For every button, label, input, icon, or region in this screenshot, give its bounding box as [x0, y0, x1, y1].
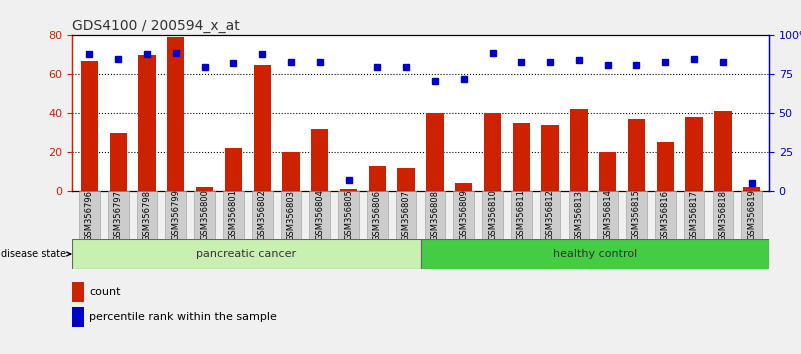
Text: GSM356815: GSM356815 [632, 190, 641, 240]
FancyBboxPatch shape [598, 191, 618, 239]
Bar [513, 123, 530, 191]
Text: GSM356804: GSM356804 [316, 190, 324, 240]
Text: GSM356816: GSM356816 [661, 189, 670, 241]
FancyBboxPatch shape [626, 191, 647, 239]
Bar [340, 189, 357, 191]
Text: GSM356808: GSM356808 [430, 189, 440, 241]
Bar [253, 64, 271, 191]
Text: count: count [89, 287, 120, 297]
FancyBboxPatch shape [713, 191, 733, 239]
Bar [484, 113, 501, 191]
Bar [196, 187, 213, 191]
Text: GSM356803: GSM356803 [287, 189, 296, 241]
FancyBboxPatch shape [396, 191, 417, 239]
Text: GSM356802: GSM356802 [258, 190, 267, 240]
FancyBboxPatch shape [453, 191, 474, 239]
Text: GSM356813: GSM356813 [574, 189, 583, 241]
FancyBboxPatch shape [655, 191, 676, 239]
Text: disease state: disease state [2, 249, 70, 259]
FancyBboxPatch shape [482, 191, 503, 239]
Text: GSM356797: GSM356797 [114, 189, 123, 241]
FancyBboxPatch shape [137, 191, 157, 239]
Bar [628, 119, 645, 191]
Text: GDS4100 / 200594_x_at: GDS4100 / 200594_x_at [72, 19, 239, 33]
Text: GSM356819: GSM356819 [747, 190, 756, 240]
Text: GSM356805: GSM356805 [344, 190, 353, 240]
Text: GSM356812: GSM356812 [545, 190, 554, 240]
Bar [397, 168, 415, 191]
Text: GSM356811: GSM356811 [517, 190, 525, 240]
FancyBboxPatch shape [684, 191, 704, 239]
FancyBboxPatch shape [223, 191, 244, 239]
Text: GSM356806: GSM356806 [372, 189, 382, 241]
Bar [311, 129, 328, 191]
FancyBboxPatch shape [511, 191, 532, 239]
Bar [657, 142, 674, 191]
Bar [139, 55, 155, 191]
Bar [167, 37, 184, 191]
Text: GSM356801: GSM356801 [229, 190, 238, 240]
Bar [599, 152, 616, 191]
Bar [72, 307, 84, 327]
FancyBboxPatch shape [540, 191, 561, 239]
Bar [570, 109, 588, 191]
Bar [225, 148, 242, 191]
FancyBboxPatch shape [280, 191, 301, 239]
FancyBboxPatch shape [367, 191, 388, 239]
Bar [72, 239, 421, 269]
FancyBboxPatch shape [569, 191, 590, 239]
Bar [72, 282, 84, 302]
FancyBboxPatch shape [108, 191, 128, 239]
Bar [426, 113, 444, 191]
FancyBboxPatch shape [338, 191, 359, 239]
FancyBboxPatch shape [79, 191, 100, 239]
FancyBboxPatch shape [425, 191, 445, 239]
Text: healthy control: healthy control [553, 249, 637, 259]
FancyBboxPatch shape [194, 191, 215, 239]
FancyBboxPatch shape [309, 191, 330, 239]
Bar [714, 111, 731, 191]
FancyBboxPatch shape [165, 191, 186, 239]
Text: GSM356799: GSM356799 [171, 190, 180, 240]
Bar [743, 187, 760, 191]
Bar [455, 183, 473, 191]
FancyBboxPatch shape [741, 191, 762, 239]
Bar [110, 133, 127, 191]
Text: GSM356814: GSM356814 [603, 190, 612, 240]
Bar [686, 117, 702, 191]
Text: pancreatic cancer: pancreatic cancer [196, 249, 296, 259]
FancyBboxPatch shape [252, 191, 272, 239]
Text: percentile rank within the sample: percentile rank within the sample [89, 312, 277, 322]
Text: GSM356817: GSM356817 [690, 189, 698, 241]
Text: GSM356800: GSM356800 [200, 190, 209, 240]
Bar [81, 61, 98, 191]
Text: GSM356810: GSM356810 [488, 190, 497, 240]
Text: GSM356796: GSM356796 [85, 189, 94, 241]
Bar [282, 152, 300, 191]
Bar [421, 239, 769, 269]
Text: GSM356809: GSM356809 [459, 190, 469, 240]
Text: GSM356798: GSM356798 [143, 189, 151, 241]
Text: GSM356807: GSM356807 [401, 189, 411, 241]
Bar [541, 125, 559, 191]
Bar [368, 166, 386, 191]
Text: GSM356818: GSM356818 [718, 189, 727, 241]
